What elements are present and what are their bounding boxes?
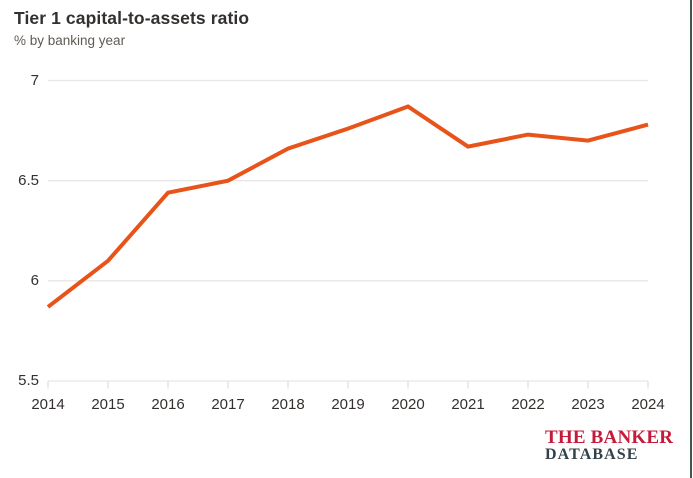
logo-text-the-banker: THE BANKER [545, 427, 674, 448]
y-axis-tick-label: 7 [30, 71, 39, 89]
x-axis-tick-label: 2014 [31, 396, 65, 413]
the-banker-database-logo: THE BANKER DATABASE [545, 428, 673, 463]
y-axis-tick-label: 5.5 [18, 372, 39, 389]
logo-text-database: DATABASE [545, 446, 639, 463]
x-axis-tick-label: 2022 [511, 396, 545, 413]
x-axis-tick-label: 2024 [631, 396, 665, 413]
x-axis-tick-label: 2017 [211, 396, 245, 413]
x-axis-tick-label: 2020 [391, 396, 425, 413]
chart-subtitle: % by banking year [14, 33, 126, 48]
x-axis-tick-label: 2016 [151, 396, 185, 413]
y-axis-tick-label: 6 [30, 271, 39, 289]
x-axis-tick-label: 2019 [331, 396, 365, 413]
series-line-tier1-ratio [46, 104, 649, 309]
chart-title: Tier 1 capital-to-assets ratio [14, 8, 250, 28]
gridlines [48, 79, 648, 382]
x-axis-tick-label: 2021 [451, 396, 485, 413]
x-axis-tick-label: 2023 [571, 396, 605, 413]
x-axis-tick-label: 2018 [271, 396, 305, 413]
right-edge-divider [690, 0, 692, 478]
x-axis-ticks [47, 381, 649, 389]
y-axis-tick-label: 6.5 [18, 171, 39, 189]
x-axis-tick-label: 2015 [91, 396, 125, 413]
